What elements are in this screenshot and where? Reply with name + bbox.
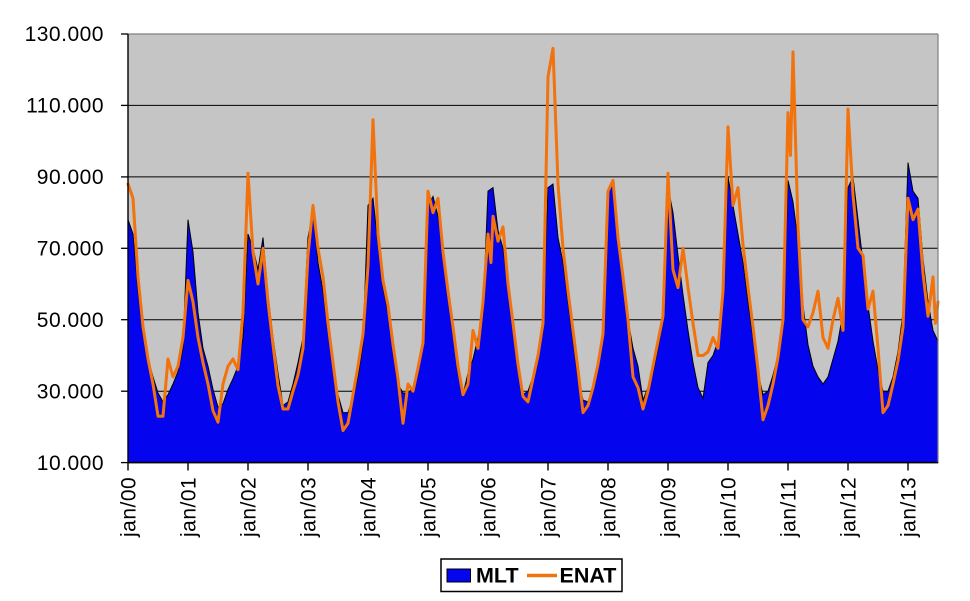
svg-text:jan/09: jan/09 — [657, 477, 680, 538]
svg-text:jan/06: jan/06 — [477, 477, 500, 538]
svg-text:jan/10: jan/10 — [717, 477, 740, 538]
svg-text:70.000: 70.000 — [37, 238, 104, 261]
svg-text:jan/07: jan/07 — [537, 477, 560, 538]
svg-text:jan/08: jan/08 — [597, 477, 620, 538]
svg-text:MLT: MLT — [476, 564, 519, 588]
svg-text:50.000: 50.000 — [37, 309, 104, 332]
svg-text:jan/03: jan/03 — [297, 477, 320, 538]
svg-text:jan/02: jan/02 — [237, 477, 260, 538]
svg-text:jan/11: jan/11 — [777, 478, 800, 538]
svg-text:110.000: 110.000 — [26, 95, 104, 118]
svg-text:jan/12: jan/12 — [837, 477, 860, 538]
svg-text:90.000: 90.000 — [37, 166, 104, 189]
svg-text:jan/05: jan/05 — [417, 477, 440, 538]
svg-text:10.000: 10.000 — [37, 452, 104, 475]
svg-text:ENAT: ENAT — [560, 564, 617, 588]
svg-text:130.000: 130.000 — [25, 23, 104, 46]
svg-text:jan/13: jan/13 — [897, 477, 920, 538]
svg-text:30.000: 30.000 — [37, 380, 104, 403]
svg-text:jan/00: jan/00 — [117, 477, 140, 538]
svg-text:jan/01: jan/01 — [177, 477, 200, 538]
svg-text:jan/04: jan/04 — [357, 477, 380, 538]
